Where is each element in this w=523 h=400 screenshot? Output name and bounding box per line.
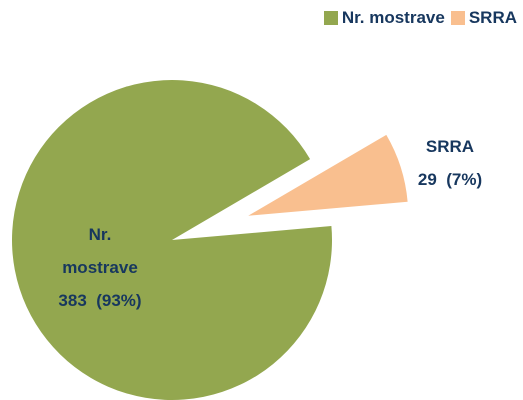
legend: Nr. mostrave SRRA	[318, 8, 517, 28]
legend-swatch	[323, 11, 338, 25]
slice-value: 383 (93%)	[58, 291, 142, 310]
legend-label: Nr. mostrave	[341, 8, 445, 27]
legend-label: SRRA	[468, 8, 517, 27]
slice-category: SRRA	[425, 137, 475, 156]
slice-label: Nr. mostrave 383 (93%)	[50, 218, 150, 317]
pie-slice	[248, 134, 408, 216]
slice-category: Nr. mostrave	[62, 225, 138, 277]
legend-swatch	[450, 11, 465, 25]
slice-label: SRRA 29 (7%)	[395, 130, 505, 196]
slice-value: 29 (7%)	[417, 170, 483, 189]
pie-slice	[12, 80, 332, 400]
